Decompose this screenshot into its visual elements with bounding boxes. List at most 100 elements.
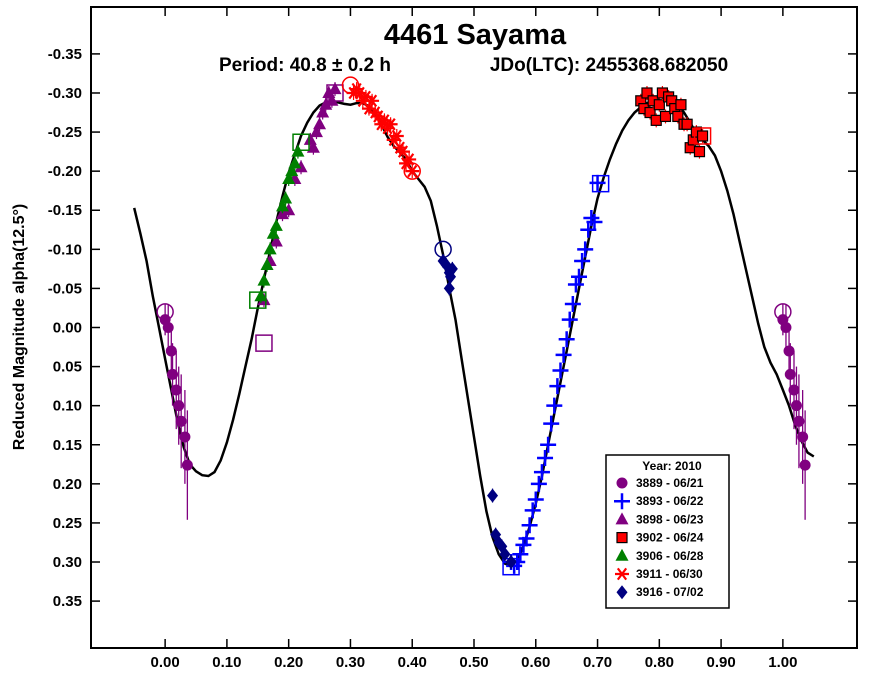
- y-tick-label: 0.10: [53, 398, 82, 415]
- legend-marker: [616, 585, 628, 600]
- legend-marker: [615, 567, 629, 581]
- y-tick-label: 0.30: [53, 554, 82, 571]
- y-tick-label: -0.25: [48, 124, 82, 141]
- session-start-marker: [341, 76, 360, 94]
- x-tick-label: 0.30: [336, 654, 365, 671]
- epoch-label: JDo(LTC): 2455368.682050: [490, 55, 728, 76]
- data-point: [552, 362, 569, 379]
- x-tick-label: 0.00: [151, 654, 180, 671]
- session-start-marker: [255, 334, 273, 352]
- legend-marker: [616, 477, 628, 489]
- data-point: [443, 281, 455, 296]
- session-start-marker: [591, 174, 610, 193]
- data-point: [325, 93, 339, 106]
- legend-entry-label: 3893 - 06/22: [636, 494, 704, 508]
- data-point: [179, 431, 191, 443]
- data-point: [543, 415, 560, 432]
- data-point: [173, 400, 185, 412]
- data-point: [405, 164, 420, 178]
- legend-marker: [615, 512, 629, 525]
- y-tick-label: -0.35: [48, 46, 82, 63]
- data-point: [282, 203, 296, 216]
- data-point: [780, 322, 792, 333]
- data-point: [571, 268, 588, 285]
- data-point: [285, 164, 299, 177]
- data-point: [282, 171, 296, 184]
- session-start-marker: [434, 240, 452, 259]
- data-point: [693, 146, 706, 158]
- data-point: [309, 125, 323, 138]
- data-points: [156, 76, 811, 576]
- x-tick-label: 0.50: [459, 654, 488, 671]
- data-point: [487, 488, 499, 503]
- x-tick-label: 0.90: [706, 654, 735, 671]
- y-tick-label: -0.20: [48, 163, 82, 180]
- x-tick-label: 0.80: [645, 654, 674, 671]
- data-point: [793, 415, 805, 427]
- y-tick-label: 0.35: [53, 593, 82, 610]
- data-point: [783, 345, 795, 357]
- data-point: [316, 105, 330, 118]
- y-tick-label: -0.15: [48, 202, 82, 219]
- data-point: [181, 459, 193, 471]
- data-point: [279, 191, 293, 204]
- data-point: [650, 114, 662, 126]
- data-point: [165, 345, 177, 357]
- data-point: [313, 117, 327, 130]
- data-point: [328, 82, 342, 95]
- x-tick-label: 0.20: [274, 654, 303, 671]
- axis-ticks: 0.00 0.10 0.20 0.30 0.40 0.50 0.60 0.70 0.80 0.90…: [48, 7, 857, 671]
- data-point: [653, 99, 665, 111]
- data-point: [540, 436, 557, 453]
- y-axis-label: Reduced Magnitude alpha(12.5°): [11, 204, 28, 450]
- data-point: [527, 491, 544, 508]
- data-point: [306, 140, 320, 153]
- y-tick-label: -0.30: [48, 85, 82, 102]
- y-tick-label: 0.15: [53, 437, 82, 454]
- data-point: [505, 555, 517, 570]
- data-point: [499, 547, 511, 562]
- data-point: [167, 368, 179, 380]
- legend-entry-label: 3889 - 06/21: [636, 476, 704, 490]
- data-point: [790, 400, 802, 412]
- data-point: [641, 87, 653, 99]
- data-point: [555, 346, 572, 363]
- y-tick-label: 0.05: [53, 359, 82, 376]
- y-tick-label: 0.00: [53, 320, 82, 337]
- session-start-marker: [403, 162, 421, 180]
- data-point: [533, 464, 550, 481]
- data-point: [784, 368, 796, 380]
- data-point: [564, 296, 581, 313]
- data-point: [530, 475, 547, 492]
- legend-entry-label: 3902 - 06/24: [636, 531, 704, 545]
- legend-entry-label: 3916 - 07/02: [636, 585, 704, 599]
- data-point: [383, 117, 398, 131]
- data-point: [446, 261, 458, 276]
- data-point: [644, 106, 656, 119]
- data-point: [558, 331, 575, 348]
- data-point: [788, 384, 800, 396]
- data-point: [269, 234, 283, 247]
- data-point: [696, 130, 709, 142]
- data-point: [672, 110, 684, 123]
- data-point: [549, 378, 566, 395]
- plot-frame: [90, 6, 858, 649]
- y-tick-label: -0.05: [48, 280, 82, 297]
- data-point: [266, 226, 280, 239]
- chart-title: 4461 Sayama: [384, 19, 567, 51]
- y-tick-label: 0.25: [53, 515, 82, 532]
- data-point: [170, 384, 182, 396]
- session-start-marker: [249, 291, 267, 309]
- data-point: [681, 118, 693, 130]
- data-point: [577, 241, 594, 258]
- x-tick-label: 0.10: [212, 654, 241, 671]
- data-point: [254, 289, 268, 302]
- y-tick-label: 0.20: [53, 476, 82, 493]
- data-point: [365, 94, 380, 108]
- x-tick-label: 1.00: [768, 654, 797, 671]
- data-point: [260, 257, 274, 270]
- data-point: [797, 431, 809, 443]
- data-point: [263, 242, 277, 255]
- legend-title: Year: 2010: [642, 459, 702, 473]
